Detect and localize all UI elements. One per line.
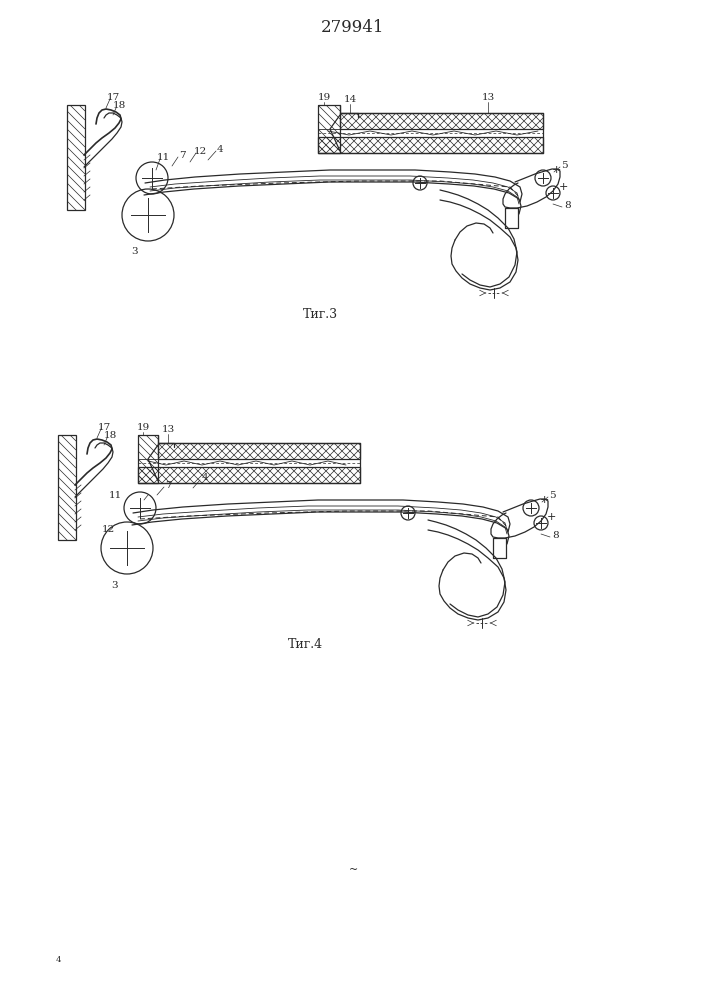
Text: 19: 19 <box>136 422 150 432</box>
Text: 279941: 279941 <box>321 19 385 36</box>
Text: 12: 12 <box>101 526 115 534</box>
Text: 4: 4 <box>55 956 61 964</box>
Text: +: + <box>547 512 556 522</box>
Text: 4: 4 <box>216 145 223 154</box>
Text: 17: 17 <box>106 93 119 102</box>
Text: 14: 14 <box>344 95 356 104</box>
Text: Τиг.4: Τиг.4 <box>288 639 322 652</box>
Text: 5: 5 <box>561 160 567 169</box>
Text: 19: 19 <box>317 93 331 102</box>
Text: +: + <box>559 182 568 192</box>
Text: Τиг.3: Τиг.3 <box>303 308 337 322</box>
Text: 7: 7 <box>165 481 171 489</box>
Text: +: + <box>551 165 561 175</box>
Text: 18: 18 <box>103 432 117 440</box>
Text: 17: 17 <box>98 422 110 432</box>
Text: 13: 13 <box>161 424 175 434</box>
Text: 3: 3 <box>112 580 118 589</box>
Text: 7: 7 <box>179 150 185 159</box>
Text: 11: 11 <box>108 490 122 499</box>
Text: 18: 18 <box>112 102 126 110</box>
Text: +: + <box>539 495 549 505</box>
Text: 11: 11 <box>156 153 170 162</box>
Text: 8: 8 <box>553 530 559 540</box>
Text: 4: 4 <box>201 474 209 483</box>
Text: ~: ~ <box>349 865 358 875</box>
Text: 3: 3 <box>132 247 139 256</box>
Text: 5: 5 <box>549 490 555 499</box>
Text: 8: 8 <box>565 200 571 210</box>
Text: 13: 13 <box>481 93 495 102</box>
Text: 12: 12 <box>194 147 206 156</box>
